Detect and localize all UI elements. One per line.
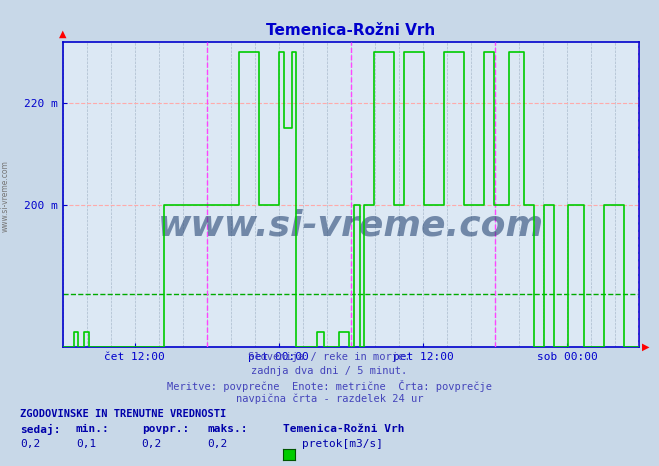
Text: Meritve: povprečne  Enote: metrične  Črta: povprečje: Meritve: povprečne Enote: metrične Črta:… <box>167 380 492 392</box>
Text: maks.:: maks.: <box>208 424 248 434</box>
Text: min.:: min.: <box>76 424 109 434</box>
Text: Slovenija / reke in morje.: Slovenija / reke in morje. <box>248 352 411 362</box>
Text: pretok[m3/s]: pretok[m3/s] <box>302 439 383 449</box>
Text: sedaj:: sedaj: <box>20 424 60 435</box>
Text: www.si-vreme.com: www.si-vreme.com <box>158 208 544 242</box>
Text: 0,2: 0,2 <box>142 439 162 449</box>
Title: Temenica-Rožni Vrh: Temenica-Rožni Vrh <box>266 23 436 38</box>
Text: 0,2: 0,2 <box>208 439 228 449</box>
Text: www.si-vreme.com: www.si-vreme.com <box>1 160 10 232</box>
Text: 0,1: 0,1 <box>76 439 96 449</box>
Text: ZGODOVINSKE IN TRENUTNE VREDNOSTI: ZGODOVINSKE IN TRENUTNE VREDNOSTI <box>20 410 226 419</box>
Text: 0,2: 0,2 <box>20 439 40 449</box>
Text: Temenica-Rožni Vrh: Temenica-Rožni Vrh <box>283 424 405 434</box>
Text: ▶: ▶ <box>642 342 650 352</box>
Text: ▲: ▲ <box>59 29 67 39</box>
Text: povpr.:: povpr.: <box>142 424 189 434</box>
Text: navpična črta - razdelek 24 ur: navpična črta - razdelek 24 ur <box>236 394 423 404</box>
Text: zadnja dva dni / 5 minut.: zadnja dva dni / 5 minut. <box>251 366 408 376</box>
